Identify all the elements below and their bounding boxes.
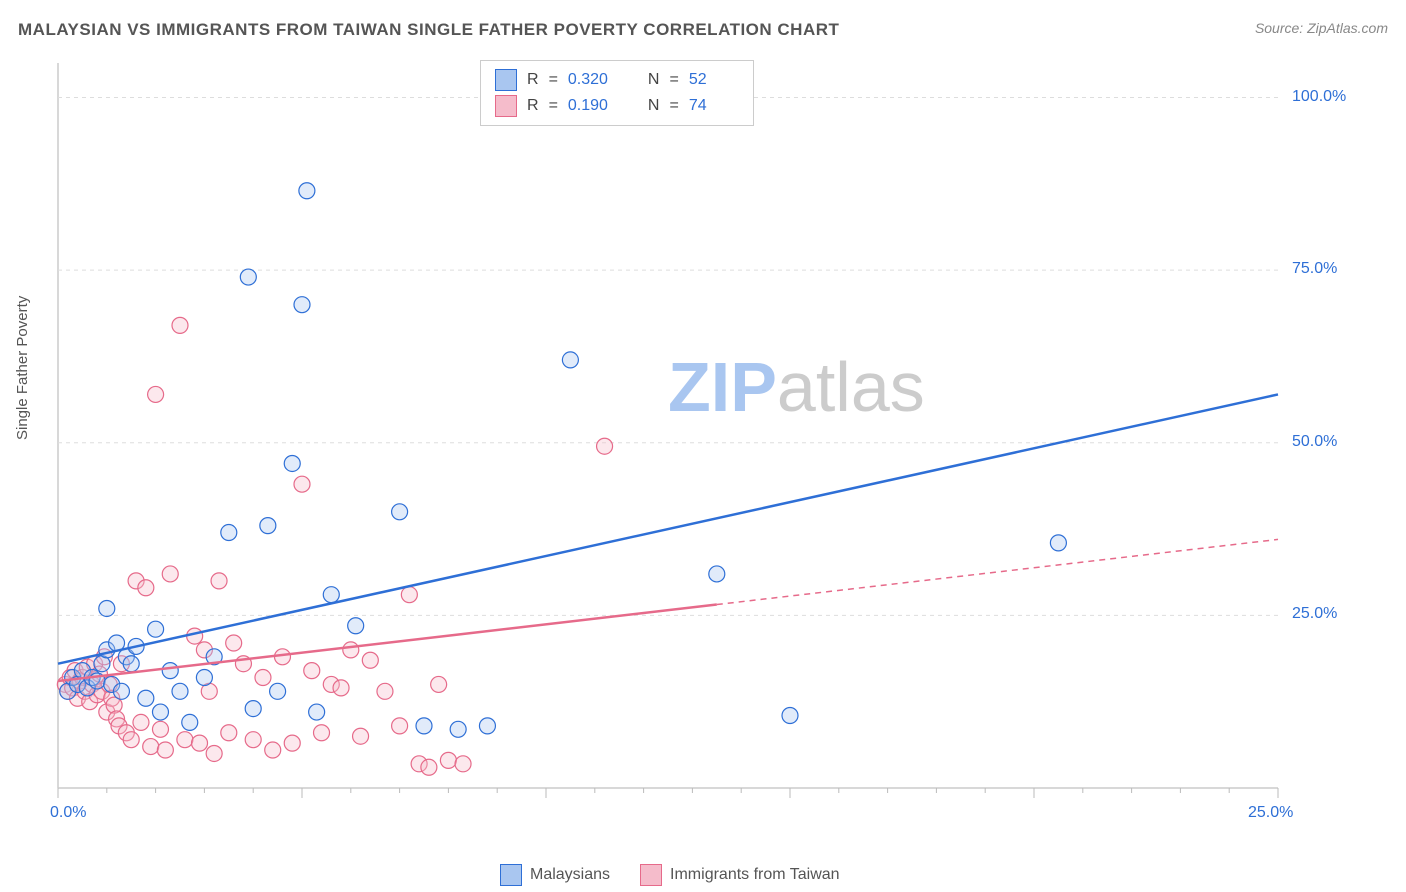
legend-r-label: R	[527, 71, 539, 89]
source-name: ZipAtlas.com	[1307, 20, 1388, 36]
legend-n-value-2: 74	[689, 97, 739, 115]
y-tick-label: 50.0%	[1292, 433, 1337, 451]
chart-plot-area: ZIPatlas 25.0% 50.0% 75.0% 100.0% 0.0% 25.0%	[48, 58, 1348, 828]
legend-row-series-2: R = 0.190 N = 74	[495, 93, 739, 119]
y-tick-label: 100.0%	[1292, 88, 1346, 106]
legend-n-value-1: 52	[689, 71, 739, 89]
equals-sign: =	[549, 71, 558, 89]
svg-text:ZIPatlas: ZIPatlas	[668, 348, 925, 426]
x-tick-label: 25.0%	[1248, 804, 1293, 822]
legend-label-series-1: Malaysians	[530, 866, 610, 884]
legend-row-series-1: R = 0.320 N = 52	[495, 67, 739, 93]
series-legend: Malaysians Immigrants from Taiwan	[500, 864, 840, 886]
legend-r-label: R	[527, 97, 539, 115]
legend-item-series-1: Malaysians	[500, 864, 610, 886]
legend-swatch-series-2	[495, 95, 517, 117]
legend-label-series-2: Immigrants from Taiwan	[670, 866, 840, 884]
chart-svg: ZIPatlas	[48, 58, 1348, 828]
y-tick-label: 25.0%	[1292, 605, 1337, 623]
equals-sign: =	[669, 71, 678, 89]
legend-swatch-series-1	[500, 864, 522, 886]
y-axis-label: Single Father Poverty	[14, 296, 31, 440]
legend-swatch-series-1	[495, 69, 517, 91]
correlation-legend: R = 0.320 N = 52 R = 0.190 N = 74	[480, 60, 754, 126]
source-prefix: Source:	[1255, 20, 1307, 36]
chart-title: MALAYSIAN VS IMMIGRANTS FROM TAIWAN SING…	[18, 20, 839, 40]
x-tick-label: 0.0%	[50, 804, 86, 822]
legend-n-label: N	[648, 71, 660, 89]
equals-sign: =	[549, 97, 558, 115]
legend-r-value-1: 0.320	[568, 71, 618, 89]
y-tick-label: 75.0%	[1292, 260, 1337, 278]
equals-sign: =	[669, 97, 678, 115]
source-attribution: Source: ZipAtlas.com	[1255, 20, 1388, 36]
legend-item-series-2: Immigrants from Taiwan	[640, 864, 840, 886]
legend-swatch-series-2	[640, 864, 662, 886]
legend-n-label: N	[648, 97, 660, 115]
legend-r-value-2: 0.190	[568, 97, 618, 115]
